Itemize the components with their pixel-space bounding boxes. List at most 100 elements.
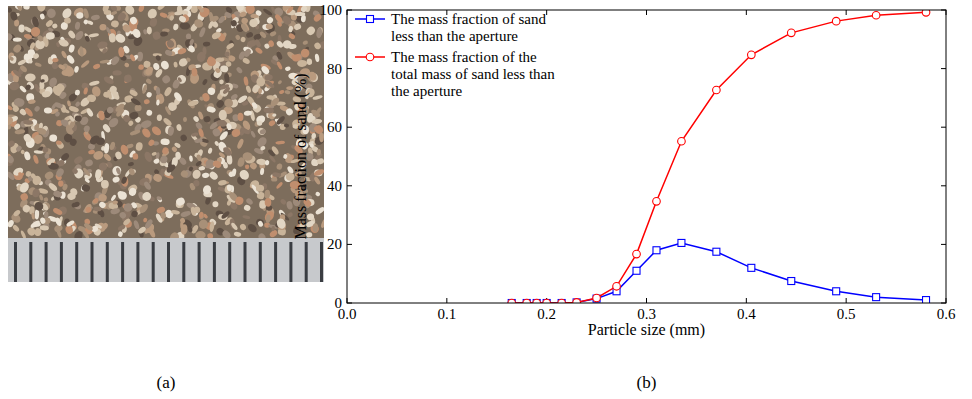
sand-grain	[218, 179, 228, 186]
sand-grain	[140, 127, 152, 139]
sand-grain	[257, 126, 267, 136]
photo-ground	[8, 6, 324, 282]
sand-grain	[264, 74, 273, 81]
sand-grain	[150, 125, 163, 137]
sand-grain	[319, 132, 324, 142]
sand-grain	[211, 127, 222, 138]
sand-grain	[262, 8, 273, 17]
sand-grain	[271, 145, 280, 155]
sand-grain	[20, 149, 25, 154]
sand-grain	[92, 63, 100, 70]
data-point	[787, 29, 795, 37]
sand-grain	[156, 99, 160, 105]
ruler-tick	[106, 242, 109, 282]
sand-grain	[219, 83, 230, 90]
panel-caption: (b)	[637, 373, 657, 392]
sand-grain	[97, 161, 108, 172]
x-tick-label: 0.1	[437, 306, 456, 322]
sand-grain	[212, 159, 223, 169]
sand-grain	[110, 6, 118, 12]
sand-grain	[173, 23, 179, 30]
sand-grain	[12, 105, 20, 113]
sand-grain	[13, 97, 25, 107]
series-line	[512, 12, 926, 303]
data-point	[713, 248, 720, 255]
sand-grain	[64, 66, 75, 78]
sand-grain	[202, 172, 210, 178]
sand-grain	[225, 60, 232, 67]
sand-grain	[207, 147, 212, 154]
x-tick-top	[846, 10, 847, 15]
sand-grain	[187, 99, 198, 106]
ruler-tick	[305, 242, 308, 282]
sand-grain	[234, 196, 244, 206]
sand-grain	[8, 219, 15, 228]
sand-grain	[30, 219, 41, 229]
ruler-tick	[136, 242, 139, 282]
sand-grain	[92, 197, 100, 204]
sand-grain	[226, 154, 232, 164]
sand-grain	[93, 206, 102, 211]
series-line	[512, 243, 926, 303]
sand-grain	[14, 129, 25, 135]
sand-grain	[202, 78, 209, 86]
sand-grain	[61, 107, 70, 114]
data-point	[523, 300, 530, 304]
sand-grain	[121, 23, 132, 34]
sand-grain	[30, 172, 37, 180]
y-tick-label: 80	[327, 61, 342, 77]
sand-grain	[152, 172, 163, 183]
sand-grain	[314, 206, 324, 216]
sand-grain	[197, 111, 204, 120]
sand-grain	[264, 160, 270, 166]
sand-grain	[82, 8, 89, 19]
sand-grain	[42, 146, 50, 153]
sand-grain	[74, 101, 81, 108]
sand-grain	[8, 115, 15, 127]
x-tick	[646, 298, 647, 303]
ruler-tick	[182, 242, 185, 282]
sand-grain	[316, 158, 324, 165]
sand-grain	[260, 65, 271, 76]
sand-grain	[130, 97, 142, 107]
sand-grain	[272, 113, 277, 117]
figure-svg: (a)(b)0.00.10.20.30.40.50.6020406080100P…	[0, 0, 972, 399]
sand-grain	[206, 106, 216, 114]
sand-grain	[28, 99, 36, 105]
sand-grain	[163, 86, 173, 97]
sand-grain	[277, 80, 282, 85]
ruler-tick	[213, 242, 216, 282]
sand-grain	[145, 78, 152, 85]
sand-grain	[196, 154, 203, 162]
sand-grain	[14, 19, 19, 26]
sand-grain	[171, 209, 180, 214]
sand-grain	[306, 58, 312, 65]
ruler-tick	[274, 242, 277, 282]
data-point	[832, 17, 840, 25]
sand-grain	[104, 10, 112, 15]
sand-grain	[131, 28, 142, 40]
sand-grain	[18, 24, 24, 32]
sand-grain	[14, 6, 23, 11]
data-point	[543, 300, 550, 304]
sand-grain	[195, 160, 202, 167]
sand-grain	[102, 222, 109, 230]
x-tick-label: 0.2	[537, 306, 556, 322]
sand-grain	[143, 151, 153, 164]
sand-grain	[40, 74, 49, 84]
sand-grain	[235, 34, 241, 41]
sand-grain	[245, 85, 252, 94]
sand-grain	[175, 196, 186, 206]
sand-grain	[98, 193, 108, 203]
ruler-tick	[228, 242, 231, 282]
sand-grain	[176, 124, 182, 132]
sand-grain	[188, 166, 194, 172]
sand-grain	[155, 92, 166, 105]
sand-grain	[199, 96, 205, 101]
sand-grain	[198, 6, 212, 19]
sand-grain	[129, 129, 141, 136]
sand-grain	[74, 115, 82, 123]
ruler	[8, 238, 324, 282]
sand-grain	[85, 108, 94, 118]
sand-grain	[276, 61, 283, 70]
